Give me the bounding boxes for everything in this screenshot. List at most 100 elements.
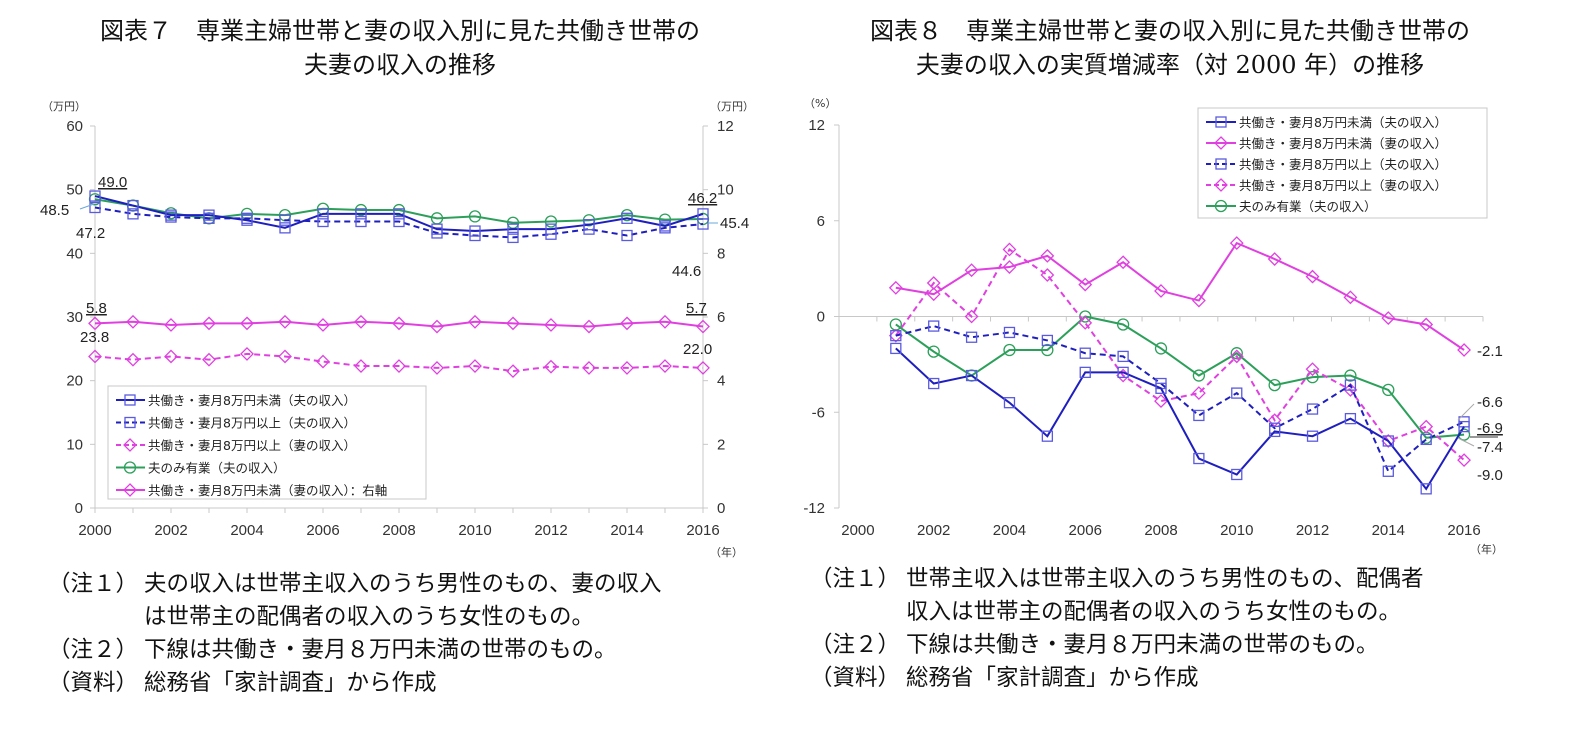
y-tick-label-right: 0: [717, 500, 725, 517]
series-5-point: [1268, 378, 1281, 392]
label-leader-line: [1457, 403, 1475, 421]
series-2-point: [1040, 248, 1055, 263]
series-5-point: [1116, 318, 1130, 331]
data-label: 45.4: [720, 215, 749, 232]
legend-label: 共働き・妻月8万円未満（夫の収入）: [148, 393, 356, 408]
legend-label: 共働き・妻月8万円以上（妻の収入）: [148, 438, 356, 453]
series-1-point: [203, 209, 215, 221]
series-1-point: [965, 369, 978, 382]
data-label: -9.0: [1477, 467, 1503, 484]
y-tick-label-left: 40: [66, 245, 83, 262]
series-2-point: [621, 229, 633, 242]
series-2-point: [1419, 317, 1434, 332]
series-4-point: [1191, 386, 1206, 401]
series-2-point: [1343, 290, 1358, 305]
series-2-point: [317, 215, 329, 228]
series-3-point: [928, 320, 940, 332]
series-5-point: [126, 314, 140, 329]
series-5-point: [164, 318, 178, 332]
series-3-group: [88, 347, 710, 379]
series-3-point: [1117, 350, 1129, 363]
series-3-point: [1382, 465, 1394, 477]
note-text: 下線は共働き・妻月８万円未満の世帯のもの。: [144, 637, 617, 663]
series-3-point: [392, 359, 406, 373]
series-3-point: [316, 354, 330, 369]
series-2-point: [964, 263, 979, 278]
series-5-point: [1041, 343, 1054, 357]
data-label: 23.8: [80, 329, 109, 346]
series-5-point: [927, 345, 940, 358]
x-tick-label: 2006: [306, 522, 339, 539]
series-5-point: [506, 316, 520, 331]
series-5-point: [1192, 369, 1206, 382]
series-1-point: [1268, 425, 1281, 438]
series-1-line: [94, 195, 704, 233]
figure-8-chart: -12 -6 0 6 12 2000 2002 2004 2006 2008 2010 2012 201…: [803, 97, 1503, 556]
series-1-point: [507, 223, 519, 235]
series-4-point: [964, 309, 979, 324]
y-tick-label-left: 30: [66, 309, 83, 326]
series-2-point: [1078, 277, 1093, 292]
x-tick-label: 2000: [78, 522, 111, 539]
series-1-point: [89, 190, 101, 202]
note-label: （注２）: [810, 632, 901, 658]
series-1-point: [1041, 430, 1054, 442]
series-5-point: [392, 316, 406, 331]
series-5-point: [278, 314, 292, 329]
series-1-group: [890, 342, 1470, 495]
series-1-point: [583, 219, 595, 231]
y-tick-label-left: 50: [66, 182, 83, 199]
series-3-point: [506, 364, 520, 379]
data-label: -7.4: [1477, 439, 1503, 456]
series-4-group: [888, 242, 1471, 468]
series-4-group: [88, 193, 710, 229]
series-1-point: [890, 342, 902, 355]
series-2-point: [507, 231, 519, 244]
series-2-line: [94, 206, 704, 239]
series-3-point: [1003, 326, 1016, 339]
series-1-point: [1003, 397, 1016, 409]
data-label: -2.1: [1477, 343, 1503, 360]
y-tick-label-right: 10: [717, 182, 734, 199]
series-5-group: [889, 310, 1471, 444]
series-2-point: [1457, 343, 1471, 357]
note-row: （注２） 下線は共働き・妻月８万円未満の世帯のもの。: [48, 634, 662, 667]
series-3-point: [544, 359, 558, 374]
legend-label: 共働き・妻月8万円未満（妻の収入）：右軸: [148, 483, 387, 498]
y-tick-label: -12: [803, 500, 825, 517]
series-5-point: [468, 314, 482, 329]
series-3-point: [890, 329, 902, 342]
series-4-line: [94, 198, 704, 224]
y-tick-label-left: 10: [66, 436, 83, 453]
series-1-point: [1306, 430, 1319, 442]
x-tick-label: 2002: [917, 522, 950, 539]
series-4-point: [1040, 268, 1055, 282]
series-5-point: [1154, 342, 1168, 355]
legend-label: 共働き・妻月8万円以上（夫の収入）: [1239, 157, 1447, 172]
series-2-point: [1116, 255, 1131, 270]
series-2-point: [1154, 284, 1168, 298]
series-4-point: [1305, 362, 1320, 377]
series-3-point: [354, 359, 368, 373]
series-5-point: [582, 319, 596, 334]
legend-swatch-marker: [1215, 158, 1227, 170]
series-2-point: [1381, 311, 1396, 326]
series-3-point: [1306, 403, 1319, 415]
legend-swatch-marker: [1215, 116, 1227, 128]
data-label: 46.2: [688, 190, 717, 207]
series-3-line: [94, 352, 704, 373]
legend-box: [107, 385, 427, 500]
note-text: 世帯主収入は世帯主収入のうち男性のもの、配偶者: [906, 566, 1424, 592]
series-3-point: [1231, 387, 1243, 399]
note-row: （資料） 総務省「家計調査」から作成: [810, 662, 1424, 695]
legend-swatch-marker: [124, 416, 136, 429]
x-tick-label: 2004: [230, 522, 263, 539]
y-tick-label-left: 0: [75, 500, 83, 517]
series-4-point: [1419, 419, 1434, 434]
legend-swatch-marker: [123, 461, 137, 474]
series-2-point: [1191, 293, 1206, 308]
legend-label: 共働き・妻月8万円以上（夫の収入）: [148, 416, 356, 431]
legend-swatch-marker: [1214, 199, 1228, 213]
series-4-point: [1229, 349, 1244, 364]
note-row: （注１） 世帯主収入は世帯主収入のうち男性のもの、配偶者 収入は世帯主の配偶者の…: [810, 563, 1424, 629]
